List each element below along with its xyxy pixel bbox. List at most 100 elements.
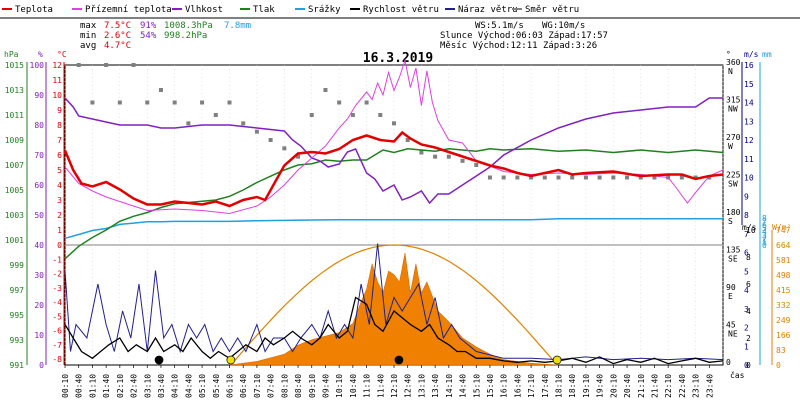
temp-tick: -8 <box>52 355 62 364</box>
time-label: 06:10 <box>226 374 235 398</box>
stat-max-temp: 7.5°C <box>104 21 131 31</box>
wind-dir-mark <box>323 88 328 92</box>
time-label: 07:40 <box>267 374 276 398</box>
wind-dir-mark <box>542 175 547 180</box>
wind-tick: 6 <box>746 280 751 289</box>
dir-tick-name: W <box>728 142 733 151</box>
wind-dir-mark <box>707 175 712 180</box>
hpa-tick: 991 <box>10 361 25 370</box>
hpa-tick: 1015 <box>5 61 24 70</box>
time-label: 21:10 <box>637 374 646 398</box>
time-label: 18:40 <box>568 374 577 398</box>
wind-dir-mark <box>625 175 630 180</box>
mm-tick: 6 <box>762 221 767 230</box>
time-label: 16:10 <box>500 374 509 398</box>
legend-label-vlhkost: Vlhkost <box>185 5 223 15</box>
axis-unit-time: čas <box>730 370 745 380</box>
wind-dir-mark <box>392 121 396 126</box>
time-label: 05:40 <box>212 374 221 398</box>
pct-tick: 90 <box>34 91 44 100</box>
mm-tick: 1 <box>762 238 767 247</box>
ms-tick: 14 <box>744 99 754 108</box>
time-label: 14:10 <box>445 374 454 398</box>
stat-min-hum: 54% <box>140 31 157 41</box>
ms-tick: 8 <box>744 211 749 220</box>
stat-max-label: max <box>80 21 97 31</box>
rad-tick: 166 <box>776 331 791 340</box>
dir-tick-name: SW <box>728 180 738 189</box>
stat-max-hum: 91% <box>140 21 157 31</box>
time-label: 20:40 <box>623 374 632 398</box>
rad-tick: 332 <box>776 301 791 310</box>
time-label: 17:40 <box>541 374 550 398</box>
chart-title: 16.3.2019 <box>363 51 433 66</box>
axis-unit-rad: W/m² <box>772 223 791 232</box>
dir-tick-deg: 0 <box>726 358 731 367</box>
time-label: 22:10 <box>664 374 673 398</box>
pct-tick: 0 <box>39 361 44 370</box>
wind-dir-mark <box>405 138 410 142</box>
time-label: 16:40 <box>513 374 522 398</box>
time-label: 08:10 <box>280 374 289 398</box>
hpa-tick: 995 <box>10 311 25 320</box>
legend-label-tlak: Tlak <box>253 5 275 15</box>
top-panel <box>63 58 724 260</box>
time-label: 02:40 <box>130 374 139 398</box>
ms-tick: 13 <box>744 117 754 126</box>
wind-dir-mark <box>213 113 218 117</box>
stat-min-temp: 2.6°C <box>104 31 131 41</box>
wind-dir-mark <box>254 129 259 134</box>
wind-dir-mark <box>433 154 438 159</box>
temp-tick: 10 <box>52 91 62 100</box>
pct-tick: 10 <box>34 331 44 340</box>
time-label: 06:40 <box>239 374 248 398</box>
ms-tick: 15 <box>744 80 754 89</box>
time-label: 12:10 <box>390 374 399 398</box>
info-sun: Slunce Východ:06:03 Západ:17:57 <box>440 31 608 41</box>
ms-tick: 1 <box>744 342 749 351</box>
hpa-tick: 1009 <box>5 136 24 145</box>
temp-tick: 5 <box>57 166 62 175</box>
legend-label-rychlost-vetru: Rychlost větru <box>363 5 439 15</box>
time-label: 09:10 <box>308 374 317 398</box>
dir-tick-name: SE <box>728 255 738 264</box>
wind-dir-mark <box>487 175 492 180</box>
wind-dir-mark <box>309 113 314 117</box>
pct-tick: 40 <box>34 241 44 250</box>
dir-tick-deg: 270 <box>726 133 741 142</box>
hpa-tick: 1013 <box>5 86 24 95</box>
wind-dir-mark <box>241 121 246 126</box>
rad-tick: 581 <box>776 256 791 265</box>
info-moon: Měsíc Východ:12:11 Západ:3:26 <box>440 41 597 51</box>
hpa-tick: 999 <box>10 261 25 270</box>
stat-max-press: 1008.3hPa <box>164 21 213 31</box>
rad-tick: 415 <box>776 286 791 295</box>
ms-tick: 0 <box>744 361 749 370</box>
wind-dir-mark <box>104 63 109 67</box>
wind-dir-mark <box>501 175 506 180</box>
hpa-tick: 1011 <box>5 111 24 120</box>
sun-curve <box>230 244 555 366</box>
temp-tick: 12 <box>52 61 62 70</box>
ms-tick: 6 <box>744 249 749 258</box>
ms-tick: 2 <box>744 324 749 333</box>
pct-tick: 80 <box>34 121 44 130</box>
time-label: 21:40 <box>651 374 660 398</box>
time-label: 20:10 <box>609 374 618 398</box>
ms-tick: 12 <box>744 136 754 145</box>
temperature-line <box>63 130 724 208</box>
time-label: 19:10 <box>582 374 591 398</box>
wind-dir-mark <box>638 175 643 180</box>
hpa-tick: 997 <box>10 286 25 295</box>
time-label: 15:40 <box>486 374 495 398</box>
wind-dir-mark <box>611 175 616 180</box>
axis-unit-mm: mm <box>762 50 772 59</box>
pressure-line <box>64 148 724 260</box>
wind-dir-mark <box>570 175 575 180</box>
ground-temp-line <box>64 58 724 215</box>
moonrise-icon <box>394 355 404 365</box>
rad-tick: 0 <box>776 361 781 370</box>
time-label: 10:10 <box>335 374 344 398</box>
time-label: 15:10 <box>472 374 481 398</box>
